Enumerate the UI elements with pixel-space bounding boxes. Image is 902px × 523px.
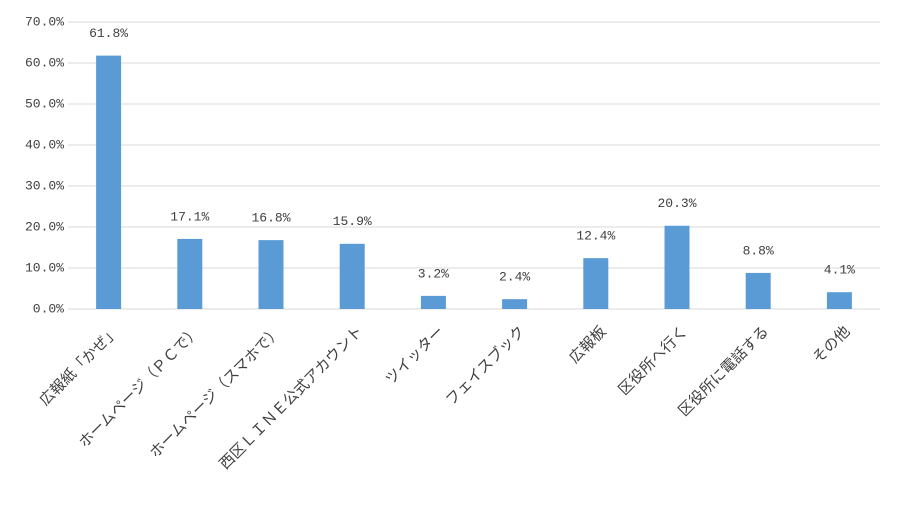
bar [502,299,528,309]
bar [826,292,852,309]
x-tick-label: ツイッター [382,322,448,388]
bar [177,238,203,309]
data-label: 12.4% [576,229,615,244]
data-label: 3.2% [418,266,449,281]
y-tick-label: 30.0% [25,178,64,193]
y-tick-label: 20.0% [25,219,64,234]
y-tick-label: 0.0% [33,301,64,316]
x-tick-label: 区役所へ行く [615,322,691,398]
bar [664,225,690,309]
bar [339,243,365,309]
data-label: 15.9% [333,214,372,229]
x-tick-label: フェイスブック [442,322,529,409]
bar [96,55,122,310]
data-label: 17.1% [170,209,209,224]
x-tick-label: 西区ＬＩＮＥ公式アカウント [216,322,367,473]
data-label: 4.1% [824,263,855,278]
bar [258,240,284,309]
data-label: 20.3% [657,196,696,211]
bar [420,295,446,309]
y-tick-label: 40.0% [25,137,64,152]
bar [583,258,609,309]
data-label: 61.8% [89,26,128,41]
y-tick-label: 10.0% [25,260,64,275]
y-tick-label: 60.0% [25,55,64,70]
x-tick-label: 広報紙「かぜ」 [36,322,123,409]
x-tick-label: 広報板 [565,322,610,367]
data-label: 16.8% [251,211,290,226]
y-tick-label: 70.0% [25,14,64,29]
x-tick-label: その他 [809,322,854,367]
x-tick-label: ホームページ（スマホで） [146,322,285,461]
bar [745,272,771,309]
data-label: 8.8% [743,243,774,258]
y-tick-label: 50.0% [25,96,64,111]
x-tick-label: 区役所に電話する [675,322,773,420]
data-label: 2.4% [499,270,530,285]
